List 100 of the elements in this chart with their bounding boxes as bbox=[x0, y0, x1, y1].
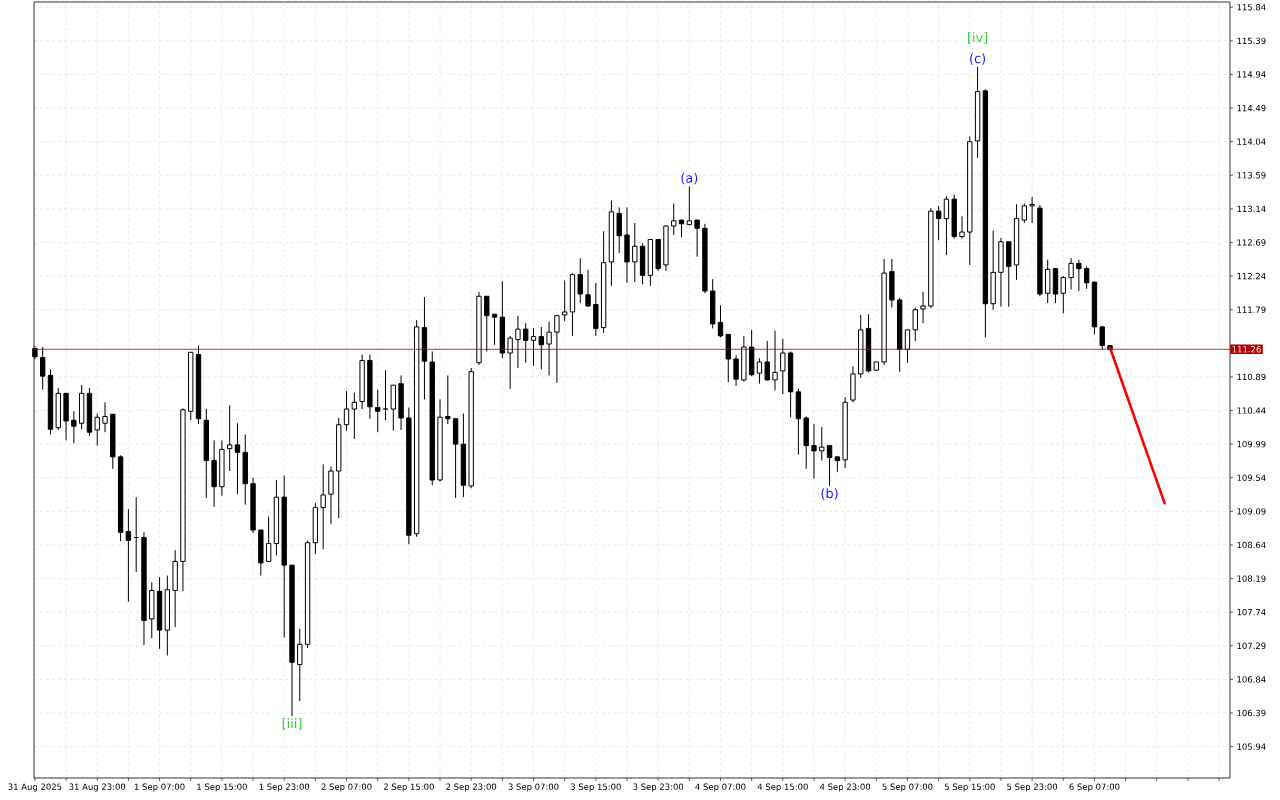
candlestick bbox=[530, 327, 537, 367]
y-tick-label: 108.19 bbox=[1237, 575, 1266, 582]
candlestick bbox=[717, 304, 724, 338]
candlestick bbox=[390, 384, 396, 432]
x-tick-label: 3 Sep 15:00 bbox=[570, 783, 621, 792]
x-tick-label: 1 Sep 15:00 bbox=[197, 783, 247, 792]
candlestick bbox=[577, 257, 583, 304]
candlestick bbox=[523, 322, 529, 364]
candlestick bbox=[265, 516, 272, 562]
candlestick bbox=[562, 280, 568, 322]
candlestick bbox=[826, 445, 833, 487]
x-tick-label: 4 Sep 07:00 bbox=[695, 783, 746, 792]
candlestick bbox=[1076, 259, 1082, 292]
candlestick bbox=[125, 508, 132, 603]
candlestick bbox=[351, 392, 358, 440]
candlestick bbox=[733, 354, 739, 387]
candlestick bbox=[772, 330, 778, 391]
candlestick bbox=[935, 205, 942, 241]
candlestick bbox=[1099, 325, 1105, 351]
candlestick bbox=[593, 282, 599, 337]
candlestick bbox=[538, 326, 544, 370]
y-tick-label: 106.84 bbox=[1237, 676, 1266, 683]
candlestick bbox=[94, 413, 100, 447]
y-tick-label: 112.24 bbox=[1237, 272, 1266, 280]
candlestick bbox=[297, 628, 303, 702]
y-tick-label: 109.54 bbox=[1237, 474, 1266, 481]
candlestick bbox=[632, 222, 638, 283]
x-tick-label: 2 Sep 07:00 bbox=[321, 783, 372, 792]
annotation: (b) bbox=[821, 488, 838, 500]
candlestick bbox=[943, 195, 950, 256]
y-tick-label: 115.39 bbox=[1237, 37, 1266, 45]
candlestick bbox=[920, 291, 926, 324]
candlestick bbox=[671, 203, 677, 236]
y-tick-label: 113.14 bbox=[1237, 205, 1266, 213]
candlestick bbox=[756, 357, 763, 385]
x-tick-label: 1 Sep 07:00 bbox=[134, 783, 185, 792]
x-tick-label: 5 Sep 15:00 bbox=[944, 783, 995, 792]
candlestick bbox=[546, 321, 552, 376]
candlestick bbox=[1021, 203, 1028, 224]
x-tick-label: 1 Sep 23:00 bbox=[259, 783, 310, 792]
x-tick-label: 6 Sep 07:00 bbox=[1069, 783, 1120, 792]
candlestick bbox=[959, 215, 965, 240]
y-tick-label: 114.04 bbox=[1237, 138, 1266, 145]
ref-line-label: 111.26 bbox=[1232, 346, 1261, 353]
y-tick-label: 105.94 bbox=[1237, 743, 1266, 750]
candlestick bbox=[764, 340, 770, 382]
candlestick bbox=[484, 295, 490, 353]
candlestick bbox=[234, 422, 241, 495]
x-tick-label: 2 Sep 23:00 bbox=[446, 783, 497, 792]
x-tick-label: 4 Sep 23:00 bbox=[819, 783, 871, 792]
candlestick bbox=[904, 329, 911, 364]
annotation: [iv] bbox=[968, 32, 988, 44]
candlestick bbox=[375, 389, 381, 433]
candlestick bbox=[780, 338, 786, 395]
candlestick bbox=[1060, 275, 1066, 314]
candlestick bbox=[227, 404, 233, 472]
candlestick bbox=[445, 374, 451, 425]
x-tick-label: 3 Sep 23:00 bbox=[633, 783, 684, 792]
x-tick-label: 3 Sep 07:00 bbox=[508, 783, 559, 792]
candlestick bbox=[912, 306, 918, 342]
x-tick-label: 5 Sep 07:00 bbox=[882, 783, 933, 792]
x-tick-label: 31 Aug 23:00 bbox=[69, 783, 126, 792]
x-tick-label: 31 Aug 2025 bbox=[8, 783, 62, 792]
x-tick-label: 2 Sep 15:00 bbox=[383, 783, 434, 792]
candlestick bbox=[382, 369, 389, 421]
annotation: [iii] bbox=[282, 718, 302, 730]
candlestick bbox=[40, 346, 46, 391]
annotation: (a) bbox=[681, 172, 698, 185]
x-tick-label: 5 Sep 23:00 bbox=[1007, 783, 1058, 792]
candlestick bbox=[811, 423, 817, 479]
y-tick-label: 108.64 bbox=[1237, 541, 1266, 549]
candlestick bbox=[328, 466, 334, 525]
y-tick-label: 109.99 bbox=[1237, 440, 1266, 448]
candlestick bbox=[491, 313, 498, 346]
candlestick bbox=[819, 426, 825, 462]
candlestick bbox=[694, 219, 700, 258]
y-tick-label: 110.44 bbox=[1237, 407, 1266, 414]
y-tick-label: 107.29 bbox=[1237, 642, 1266, 650]
y-tick-label: 113.59 bbox=[1237, 172, 1266, 179]
candlestick bbox=[1029, 196, 1035, 224]
candlestick bbox=[585, 269, 591, 308]
y-tick-label: 106.39 bbox=[1237, 709, 1266, 717]
annotation: (c) bbox=[970, 53, 986, 65]
y-tick-label: 111.79 bbox=[1237, 306, 1266, 313]
candlestick bbox=[554, 314, 560, 384]
y-tick-label: 114.94 bbox=[1237, 71, 1266, 78]
candlestick bbox=[320, 463, 326, 550]
y-tick-label: 107.74 bbox=[1237, 608, 1266, 616]
candlestick bbox=[1045, 259, 1051, 304]
candlestick bbox=[507, 335, 513, 390]
y-tick-label: 114.49 bbox=[1237, 104, 1266, 112]
y-tick-label: 109.09 bbox=[1237, 508, 1266, 515]
x-tick-label: 4 Sep 15:00 bbox=[757, 783, 808, 792]
y-tick-label: 112.69 bbox=[1237, 239, 1266, 246]
candlestick bbox=[686, 185, 693, 226]
candlestick bbox=[616, 206, 622, 254]
y-tick-label: 115.84 bbox=[1237, 4, 1266, 11]
candlestick bbox=[1068, 257, 1074, 291]
candlestick bbox=[343, 390, 350, 432]
candlestick bbox=[71, 410, 77, 444]
